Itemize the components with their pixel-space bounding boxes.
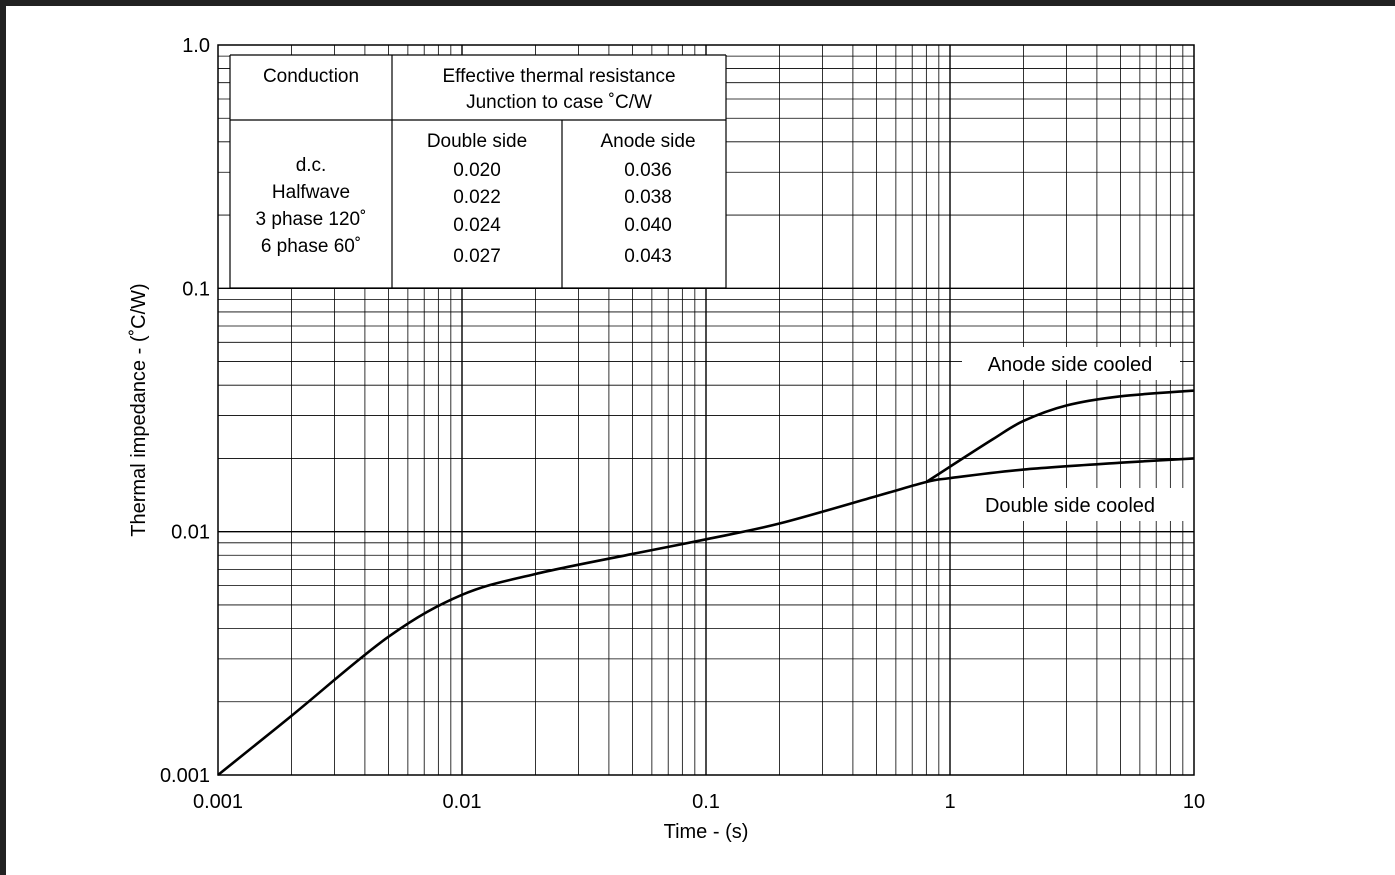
x-tick-label: 0.001 bbox=[193, 791, 243, 813]
table-row-double: 0.022 bbox=[453, 187, 501, 208]
double-series-label: Double side cooled bbox=[985, 495, 1155, 517]
resistance-table: Conduction Effective thermal resistance … bbox=[229, 54, 727, 289]
x-tick-label: 0.01 bbox=[443, 791, 482, 813]
table-row-conduction: Halfwave bbox=[272, 182, 350, 203]
tick-labels: 0.001 0.01 0.1 1 10 0.001 0.01 0.1 1.0 bbox=[160, 35, 1205, 813]
table-row-anode: 0.036 bbox=[624, 160, 672, 181]
table-row-anode: 0.043 bbox=[624, 246, 672, 267]
x-tick-label: 1 bbox=[944, 791, 955, 813]
data-curves bbox=[217, 389, 1195, 777]
x-tick-label: 0.1 bbox=[692, 791, 720, 813]
table-subheader-double: Double side bbox=[427, 131, 527, 152]
x-axis-title: Time - (s) bbox=[664, 821, 749, 843]
plot-border bbox=[217, 44, 1195, 776]
table-header-resistance-2: Junction to case ˚C/W bbox=[466, 92, 652, 113]
y-tick-label: 0.001 bbox=[160, 765, 210, 787]
double-series-label-bg bbox=[962, 488, 1184, 521]
table-subheader-anode: Anode side bbox=[600, 131, 695, 152]
table-row-conduction: d.c. bbox=[296, 155, 327, 176]
y-axis-title: Thermal impedance - (˚C/W) bbox=[128, 283, 150, 536]
table-row-conduction: 3 phase 120˚ bbox=[256, 209, 367, 230]
anode-series-label: Anode side cooled bbox=[988, 354, 1153, 376]
anode-series-label-bg bbox=[962, 347, 1180, 380]
y-tick-label: 0.1 bbox=[182, 278, 210, 300]
double-side-cooled-curve bbox=[217, 457, 1195, 777]
table-background bbox=[230, 55, 726, 288]
table-header-resistance-1: Effective thermal resistance bbox=[442, 66, 675, 87]
y-tick-label: 0.01 bbox=[171, 522, 210, 544]
table-row-double: 0.024 bbox=[453, 215, 501, 236]
x-tick-label: 10 bbox=[1183, 791, 1205, 813]
table-row-anode: 0.038 bbox=[624, 187, 672, 208]
table-row-double: 0.027 bbox=[453, 246, 501, 267]
table-row-double: 0.020 bbox=[453, 160, 501, 181]
y-tick-label: 1.0 bbox=[182, 35, 210, 57]
anode-side-cooled-curve bbox=[925, 389, 1195, 484]
table-row-conduction: 6 phase 60˚ bbox=[261, 236, 361, 257]
table-row-anode: 0.040 bbox=[624, 215, 672, 236]
table-header-conduction: Conduction bbox=[263, 66, 359, 87]
